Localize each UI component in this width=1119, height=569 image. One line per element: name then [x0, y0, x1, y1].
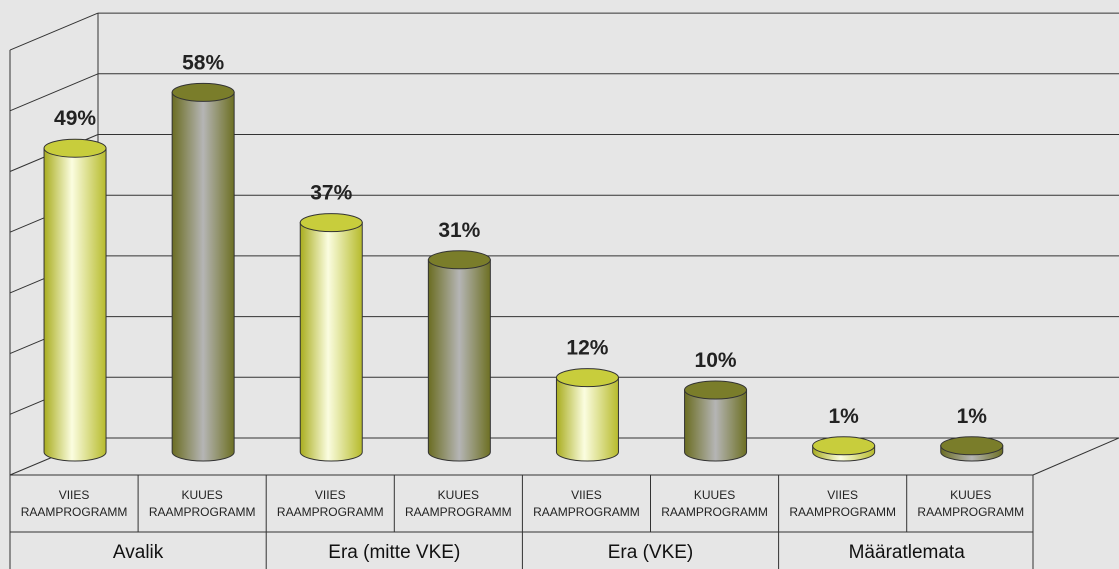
- bar: [684, 380, 748, 462]
- bar-top: [940, 436, 1004, 456]
- bar-body: [427, 259, 491, 462]
- series-label: RAAMPROGRAMM: [533, 505, 640, 519]
- bar: [43, 138, 107, 462]
- bar-top: [812, 436, 876, 456]
- value-labels: 49% 58% 37% 31% 12% 10% 1% 1%: [54, 51, 987, 427]
- bar-body: [171, 91, 235, 462]
- value-label: 37%: [310, 182, 352, 205]
- bars: [43, 82, 1004, 462]
- bar-top: [427, 250, 491, 270]
- floor-right-edge: [1032, 437, 1119, 476]
- series-label: RAAMPROGRAMM: [405, 505, 512, 519]
- group-label: Era (VKE): [608, 542, 694, 563]
- series-label: RAAMPROGRAMM: [661, 505, 768, 519]
- bar: [299, 213, 363, 462]
- series-label: VIIES: [827, 488, 858, 502]
- bar-body: [43, 147, 107, 462]
- series-label: RAAMPROGRAMM: [917, 505, 1024, 519]
- bar: [812, 436, 876, 462]
- bar-body: [555, 377, 619, 462]
- series-label: VIIES: [315, 488, 346, 502]
- value-label: 31%: [438, 219, 480, 242]
- series-label: VIIES: [59, 488, 90, 502]
- group-label: Avalik: [113, 542, 164, 563]
- series-label: RAAMPROGRAMM: [21, 505, 128, 519]
- value-label: 1%: [957, 405, 988, 428]
- series-label: KUUES: [438, 488, 479, 502]
- bar-body: [299, 222, 363, 462]
- value-label: 1%: [828, 405, 859, 428]
- series-label: RAAMPROGRAMM: [789, 505, 896, 519]
- group-label: Määratlemata: [849, 542, 966, 563]
- bar: [171, 82, 235, 462]
- bar-top: [171, 82, 235, 102]
- bar: [555, 368, 619, 462]
- bar-top: [555, 368, 619, 388]
- bar-top: [684, 380, 748, 400]
- bar-top: [43, 138, 107, 158]
- series-label: KUUES: [950, 488, 991, 502]
- series-label: RAAMPROGRAMM: [277, 505, 384, 519]
- series-label: RAAMPROGRAMM: [149, 505, 256, 519]
- value-label: 10%: [695, 349, 737, 372]
- bar: [940, 436, 1004, 462]
- value-label: 49%: [54, 107, 96, 130]
- bar: [427, 250, 491, 462]
- value-label: 12%: [566, 337, 608, 360]
- series-label: KUUES: [181, 488, 222, 502]
- bar-top: [299, 213, 363, 233]
- category-table: VIIES RAAMPROGRAMM KUUES RAAMPROGRAMM Avalik…: [9, 475, 1034, 569]
- gridline-side: [9, 12, 99, 51]
- series-label: KUUES: [694, 488, 735, 502]
- bar-body: [684, 389, 748, 462]
- value-label: 58%: [182, 51, 224, 74]
- group-label: Era (mitte VKE): [328, 542, 460, 563]
- gridline-side: [9, 73, 99, 112]
- series-label: VIIES: [571, 488, 602, 502]
